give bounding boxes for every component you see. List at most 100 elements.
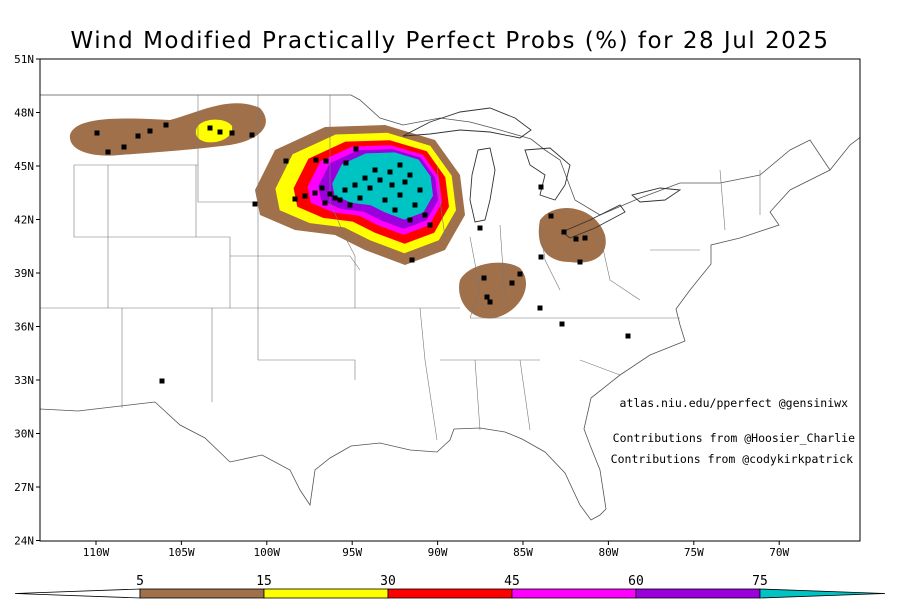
lon-label: 100W xyxy=(254,546,281,559)
contour xyxy=(459,262,526,319)
colorbar-over xyxy=(759,588,886,599)
storm-report xyxy=(389,182,395,188)
storm-report xyxy=(407,172,413,178)
storm-report xyxy=(352,182,358,188)
lat-label: 39N xyxy=(14,267,34,280)
storm-report xyxy=(249,132,255,138)
colorbar: 5 15 30 45 60 75 xyxy=(14,574,886,599)
lake-ontario xyxy=(631,187,682,203)
colorbar-label: 45 xyxy=(504,574,520,589)
credit: Contributions from @codykirkpatrick xyxy=(611,452,853,466)
storm-report xyxy=(121,144,127,150)
storm-report xyxy=(135,133,141,139)
lat-label: 24N xyxy=(14,535,34,548)
storm-report xyxy=(382,197,388,203)
storm-report xyxy=(538,254,544,260)
storm-report xyxy=(397,192,403,198)
lon-label: 105W xyxy=(168,546,195,559)
lon-label: 70W xyxy=(769,546,789,559)
lake-huron xyxy=(524,147,571,201)
colorbar-label: 15 xyxy=(256,574,272,589)
storm-report xyxy=(159,378,165,384)
lon-label: 110W xyxy=(83,546,110,559)
storm-report xyxy=(302,193,308,199)
storm-report xyxy=(377,177,383,183)
title: Wind Modified Practically Perfect Probs … xyxy=(70,28,829,54)
storm-report xyxy=(573,236,579,242)
storm-report xyxy=(332,195,338,201)
storm-report xyxy=(517,271,523,277)
storm-report xyxy=(323,158,329,164)
storm-report xyxy=(322,200,328,206)
storm-report xyxy=(347,202,353,208)
colorbar-label: 30 xyxy=(380,574,396,589)
lon-label: 75W xyxy=(684,546,704,559)
storm-report xyxy=(409,257,415,263)
coastline xyxy=(40,137,860,521)
storm-report xyxy=(362,175,368,181)
colorbar-label: 75 xyxy=(752,574,768,589)
colorbar-segment xyxy=(387,588,513,599)
lat-label: 36N xyxy=(14,321,34,334)
colorbar-label: 60 xyxy=(628,574,644,589)
credit: atlas.niu.edu/pperfect @gensiniwx xyxy=(620,396,849,410)
storm-report xyxy=(342,187,348,193)
storm-report xyxy=(292,196,298,202)
storm-report xyxy=(481,275,487,281)
storm-report xyxy=(313,157,319,163)
map-frame xyxy=(39,58,861,542)
lat-label: 51N xyxy=(14,53,34,66)
storm-report xyxy=(94,130,100,136)
lat-label: 45N xyxy=(14,160,34,173)
storm-report xyxy=(487,299,493,305)
storm-report xyxy=(548,213,554,219)
colorbar-segment xyxy=(511,588,637,599)
storm-report xyxy=(577,259,583,265)
storm-report xyxy=(353,146,359,152)
lat-label: 27N xyxy=(14,481,34,494)
storm-report xyxy=(538,184,544,190)
storm-report xyxy=(392,207,398,213)
storm-report xyxy=(367,185,373,191)
storm-report xyxy=(427,222,433,228)
storm-report xyxy=(372,167,378,173)
lat-label: 48N xyxy=(14,107,34,120)
canada-border xyxy=(40,94,831,216)
storm-report xyxy=(559,321,565,327)
storm-report xyxy=(417,187,423,193)
lake-erie xyxy=(561,204,626,239)
storm-report xyxy=(509,280,515,286)
lon-label: 85W xyxy=(513,546,533,559)
map xyxy=(40,94,860,521)
storm-report xyxy=(217,129,223,135)
storm-report xyxy=(561,229,567,235)
lon-label: 95W xyxy=(342,546,362,559)
storm-report xyxy=(387,169,393,175)
contour xyxy=(538,208,606,263)
storm-report xyxy=(407,217,413,223)
storm-report xyxy=(207,125,213,131)
lake-superior xyxy=(402,107,532,139)
colorbar-under xyxy=(14,588,141,599)
storm-report xyxy=(402,179,408,185)
contour xyxy=(332,152,433,220)
storm-report xyxy=(477,225,483,231)
colorbar-label: 5 xyxy=(136,574,144,589)
storm-report xyxy=(582,235,588,241)
storm-report xyxy=(229,130,235,136)
state-borders xyxy=(40,95,761,441)
contour xyxy=(69,103,266,156)
storm-report xyxy=(327,191,333,197)
storm-reports xyxy=(94,122,631,384)
storm-report xyxy=(412,202,418,208)
storm-report xyxy=(537,305,543,311)
lake-michigan xyxy=(469,147,496,223)
lat-label: 42N xyxy=(14,214,34,227)
storm-report xyxy=(484,294,490,300)
storm-report xyxy=(343,160,349,166)
lon-label: 80W xyxy=(598,546,618,559)
colorbar-segment xyxy=(635,588,761,599)
storm-report xyxy=(422,212,428,218)
storm-report xyxy=(312,190,318,196)
storm-report xyxy=(397,162,403,168)
